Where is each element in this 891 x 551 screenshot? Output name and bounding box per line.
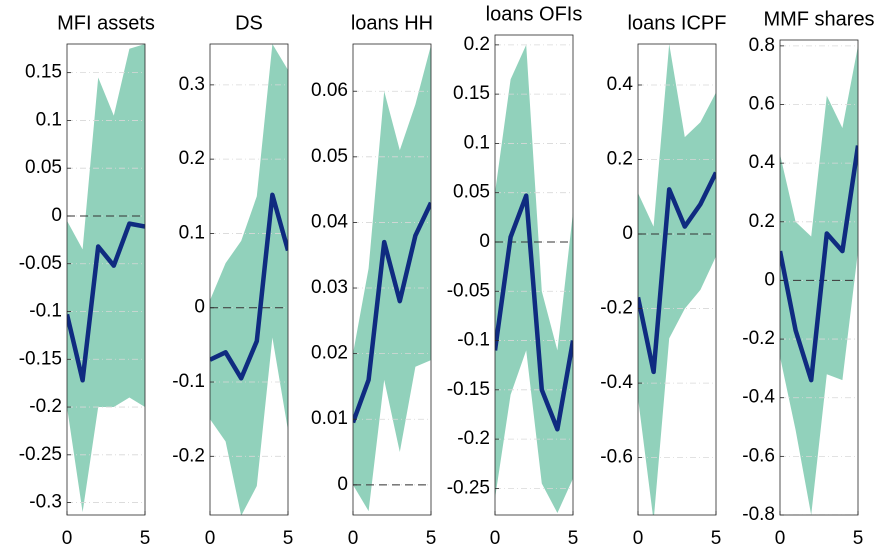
- axes-box: [209, 43, 289, 516]
- y-tick-label: -0.15: [447, 379, 490, 400]
- y-tick-label: 0: [194, 297, 205, 318]
- panel: [638, 44, 716, 515]
- y-tick-label: 0: [479, 231, 490, 252]
- y-tick-label: 0: [764, 269, 775, 290]
- panel: [495, 44, 573, 514]
- y-tick-label: -0.25: [447, 477, 490, 498]
- confidence-band: [67, 44, 145, 513]
- y-tick-label: 0.2: [607, 149, 633, 170]
- y-tick-label: 0.05: [311, 146, 348, 167]
- y-tick-label: 0.15: [25, 62, 62, 83]
- axes-box: [352, 43, 432, 516]
- y-tick-label: 0.15: [453, 83, 490, 104]
- x-tick-label: 5: [711, 528, 722, 549]
- y-tick-label: 0.3: [179, 74, 205, 95]
- y-tick-label: 0.2: [464, 34, 490, 55]
- y-tick-label: 0.02: [311, 343, 348, 364]
- y-tick-label: -0.05: [447, 280, 490, 301]
- irf-line: [495, 193, 573, 432]
- y-tick-label: 0: [337, 474, 348, 495]
- panel-title: MMF shares: [763, 8, 874, 30]
- y-tick-label: 0.1: [464, 132, 490, 153]
- irf-line: [638, 171, 716, 375]
- y-tick-label: 0.05: [25, 157, 62, 178]
- y-tick-label: 0: [51, 205, 62, 226]
- panel: [353, 45, 431, 512]
- x-tick-label: 5: [568, 528, 579, 549]
- y-tick-label: 0.8: [749, 35, 775, 56]
- y-tick-label: 0.1: [36, 109, 62, 130]
- axes-box: [637, 43, 717, 516]
- y-tick-label: -0.8: [742, 504, 775, 525]
- x-tick-label: 5: [426, 528, 437, 549]
- confidence-band: [210, 44, 288, 515]
- irf-line: [210, 192, 288, 381]
- axes-box: [66, 43, 146, 516]
- y-tick-label: 0.6: [749, 94, 775, 115]
- y-tick-label: 0.4: [607, 74, 634, 95]
- confidence-band: [638, 44, 716, 515]
- y-tick-label: 0.03: [311, 277, 348, 298]
- panel-title: loans OFIs: [486, 3, 583, 25]
- panel: [210, 44, 288, 515]
- y-tick-label: -0.6: [742, 445, 775, 466]
- y-tick-label: -0.4: [600, 372, 633, 393]
- y-tick-label: -0.3: [29, 492, 62, 513]
- axes-box: [779, 39, 859, 516]
- panel-title: loans HH: [351, 12, 433, 34]
- x-tick-label: 5: [853, 528, 864, 549]
- y-tick-label: -0.2: [600, 298, 633, 319]
- x-tick-label: 0: [490, 528, 501, 549]
- y-tick-label: -0.1: [172, 371, 205, 392]
- y-tick-label: -0.6: [600, 447, 633, 468]
- y-tick-label: -0.2: [29, 396, 62, 417]
- y-tick-label: 0.1: [179, 222, 205, 243]
- panel-title: MFI assets: [57, 12, 155, 34]
- x-tick-label: 0: [62, 528, 73, 549]
- y-tick-label: -0.2: [172, 445, 205, 466]
- y-tick-label: -0.05: [19, 253, 62, 274]
- x-tick-label: 0: [633, 528, 644, 549]
- panel: [780, 45, 858, 515]
- y-tick-label: 0.4: [749, 152, 776, 173]
- x-tick-label: 0: [348, 528, 359, 549]
- y-tick-label: 0.2: [179, 148, 205, 169]
- y-tick-label: -0.2: [742, 328, 775, 349]
- y-tick-label: 0.05: [453, 182, 490, 203]
- y-tick-label: 0: [622, 223, 633, 244]
- y-tick-label: -0.1: [29, 301, 62, 322]
- x-tick-label: 0: [775, 528, 786, 549]
- y-tick-label: -0.4: [742, 387, 775, 408]
- x-tick-label: 5: [140, 528, 151, 549]
- y-tick-label: 0.01: [311, 408, 348, 429]
- y-tick-label: 0.2: [749, 211, 775, 232]
- irf-line: [353, 201, 431, 424]
- x-tick-label: 0: [205, 528, 216, 549]
- panel-title: DS: [235, 12, 263, 34]
- y-tick-label: 0.04: [311, 211, 348, 232]
- irf-line: [67, 221, 145, 383]
- panel-title: loans ICPF: [628, 12, 727, 34]
- y-tick-label: -0.15: [19, 348, 62, 369]
- panel: [67, 44, 145, 513]
- x-tick-label: 5: [283, 528, 294, 549]
- y-tick-label: -0.1: [457, 330, 490, 351]
- irf-line: [780, 145, 858, 383]
- y-tick-label: -0.25: [19, 444, 62, 465]
- y-tick-label: 0.06: [311, 80, 348, 101]
- y-tick-label: -0.2: [457, 428, 490, 449]
- axes-box: [494, 34, 574, 516]
